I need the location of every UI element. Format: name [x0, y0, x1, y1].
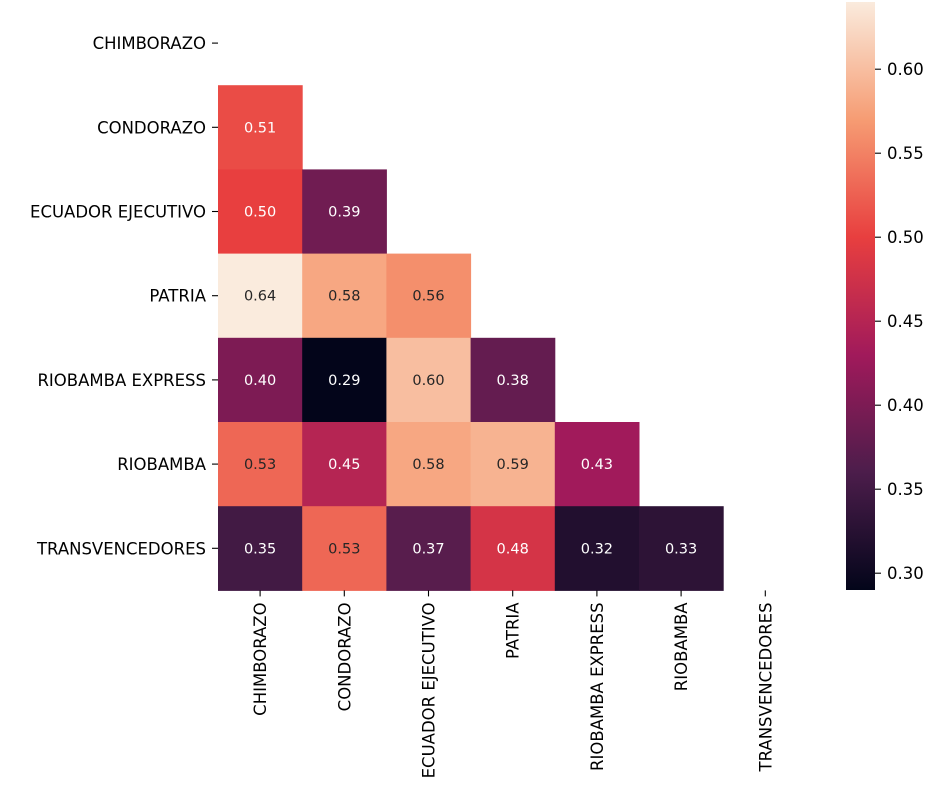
y-tick-label: TRANSVENCEDORES	[36, 539, 206, 558]
cell-value-label: 0.48	[497, 541, 529, 557]
cell-value-label: 0.33	[665, 541, 697, 557]
heatmap-cell	[470, 422, 556, 507]
heatmap-cell	[386, 422, 472, 507]
heatmap-cell	[554, 422, 640, 507]
x-tick-label: PATRIA	[504, 602, 523, 659]
colorbar-tick-label: 0.30	[887, 564, 924, 583]
heatmap-cell	[554, 506, 640, 591]
x-tick-label: TRANSVENCEDORES	[756, 602, 775, 772]
cell-value-label: 0.35	[244, 541, 276, 557]
heatmap-cell	[218, 506, 303, 591]
cell-value-label: 0.59	[497, 457, 529, 473]
x-tick-label: CONDORAZO	[335, 602, 354, 711]
heatmap-cell	[302, 253, 387, 339]
cell-value-label: 0.60	[412, 373, 444, 389]
x-tick-label: CHIMBORAZO	[251, 602, 270, 715]
y-tick-label: CHIMBORAZO	[93, 34, 206, 53]
heatmap-cells: 0.51 0.50 0.39 0.64 0.58 0.56 0.40 0.29 0.60 0.38…	[218, 85, 724, 591]
heatmap-cell	[218, 85, 303, 170]
x-tick-label: ECUADOR EJECUTIVO	[420, 602, 439, 778]
x-tick-label: RIOBAMBA	[672, 602, 691, 691]
heatmap-cell	[470, 506, 556, 591]
heatmap-cell	[302, 169, 387, 255]
cell-value-label: 0.58	[328, 289, 360, 305]
cell-value-label: 0.32	[581, 541, 613, 557]
colorbar-tick-label: 0.55	[887, 144, 924, 163]
cell-value-label: 0.45	[328, 457, 360, 473]
colorbar-tick-label: 0.50	[887, 228, 924, 247]
cell-value-label: 0.37	[412, 541, 444, 557]
colorbar: 0.30 0.35 0.40 0.45 0.50 0.55 0.60	[846, 2, 924, 590]
x-axis-tick-labels: CHIMBORAZO CONDORAZO ECUADOR EJECUTIVO PATR…	[251, 590, 775, 778]
cell-value-label: 0.51	[244, 120, 276, 136]
heatmap-cell	[386, 506, 472, 591]
y-tick-label: CONDORAZO	[97, 118, 206, 137]
heatmap-cell	[386, 253, 472, 339]
y-tick-label: ECUADOR EJECUTIVO	[30, 203, 206, 222]
cell-value-label: 0.38	[497, 373, 529, 389]
colorbar-tick-label: 0.60	[887, 60, 924, 79]
cell-value-label: 0.39	[328, 205, 360, 221]
colorbar-bar	[846, 2, 875, 590]
colorbar-tick-label: 0.45	[887, 312, 924, 331]
y-tick-label: PATRIA	[149, 287, 206, 306]
cell-value-label: 0.53	[244, 457, 276, 473]
y-axis-tick-labels: CHIMBORAZO CONDORAZO ECUADOR EJECUTIVO PATR…	[30, 34, 218, 558]
cell-value-label: 0.53	[328, 541, 360, 557]
cell-value-label: 0.43	[581, 457, 613, 473]
heatmap-cell	[302, 422, 387, 507]
heatmap-cell	[302, 506, 387, 591]
y-tick-label: RIOBAMBA	[117, 455, 206, 474]
heatmap-cell	[302, 337, 387, 423]
heatmap-cell	[218, 337, 303, 423]
cell-value-label: 0.58	[412, 457, 444, 473]
colorbar-tick-label: 0.35	[887, 480, 924, 499]
heatmap-cell	[218, 422, 303, 507]
colorbar-tick-label: 0.40	[887, 396, 924, 415]
y-tick-label: RIOBAMBA EXPRESS	[37, 371, 206, 390]
heatmap-cell	[218, 253, 303, 339]
heatmap-cell	[470, 337, 556, 423]
cell-value-label: 0.50	[244, 205, 276, 221]
heatmap-cell	[218, 169, 303, 255]
heatmap-cell	[639, 506, 724, 591]
x-tick-label: RIOBAMBA EXPRESS	[588, 602, 607, 771]
cell-value-label: 0.40	[244, 373, 276, 389]
heatmap-cell	[386, 337, 472, 423]
cell-value-label: 0.29	[328, 373, 360, 389]
cell-value-label: 0.56	[412, 289, 444, 305]
cell-value-label: 0.64	[244, 289, 276, 305]
